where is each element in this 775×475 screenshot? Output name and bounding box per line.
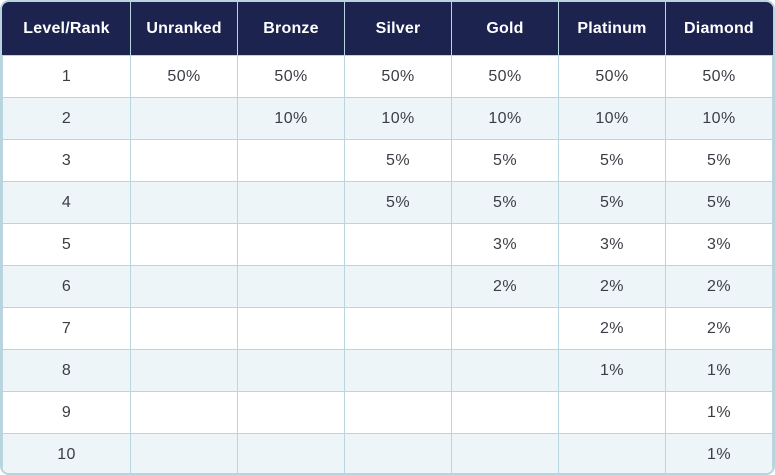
table-body: 1 50% 50% 50% 50% 50% 50% 2 10% 10% 10% 10% 10% 3 5% 5%… xyxy=(2,55,773,473)
value-cell: 5% xyxy=(557,181,666,224)
value-cell xyxy=(237,433,346,473)
value-cell xyxy=(237,391,346,434)
value-cell xyxy=(557,391,666,434)
value-cell xyxy=(237,307,346,350)
value-cell xyxy=(451,391,559,434)
value-cell: 3% xyxy=(664,223,773,266)
value-cell: 10% xyxy=(344,97,452,140)
column-header: Diamond xyxy=(664,2,773,56)
value-cell: 10% xyxy=(664,97,773,140)
value-cell: 3% xyxy=(557,223,666,266)
value-cell: 1% xyxy=(664,391,773,434)
value-cell: 50% xyxy=(344,55,452,98)
value-cell xyxy=(451,307,559,350)
value-cell: 2% xyxy=(664,307,773,350)
column-header: Platinum xyxy=(557,2,666,56)
value-cell: 5% xyxy=(344,181,452,224)
value-cell xyxy=(130,307,239,350)
level-cell: 6 xyxy=(2,265,132,308)
value-cell: 2% xyxy=(451,265,559,308)
value-cell xyxy=(130,181,239,224)
value-cell xyxy=(130,97,239,140)
value-cell: 1% xyxy=(664,349,773,392)
level-cell: 1 xyxy=(2,55,132,98)
value-cell xyxy=(237,349,346,392)
value-cell xyxy=(130,139,239,182)
table-row: 10 1% xyxy=(2,433,773,473)
value-cell xyxy=(237,139,346,182)
value-cell xyxy=(344,223,452,266)
value-cell: 2% xyxy=(557,307,666,350)
value-cell: 5% xyxy=(664,181,773,224)
column-header-level-rank: Level/Rank xyxy=(2,2,132,56)
table-row: 3 5% 5% 5% 5% xyxy=(2,139,773,182)
value-cell: 3% xyxy=(451,223,559,266)
column-header: Silver xyxy=(344,2,452,56)
value-cell xyxy=(344,433,452,473)
value-cell xyxy=(557,433,666,473)
value-cell xyxy=(344,265,452,308)
column-header: Bronze xyxy=(237,2,346,56)
level-cell: 9 xyxy=(2,391,132,434)
table-row: 5 3% 3% 3% xyxy=(2,223,773,266)
level-cell: 5 xyxy=(2,223,132,266)
value-cell: 1% xyxy=(557,349,666,392)
column-header: Unranked xyxy=(130,2,239,56)
header-row: Level/Rank Unranked Bronze Silver Gold Platin… xyxy=(2,2,773,56)
value-cell xyxy=(451,433,559,473)
value-cell: 5% xyxy=(344,139,452,182)
table-row: 2 10% 10% 10% 10% 10% xyxy=(2,97,773,140)
value-cell: 5% xyxy=(664,139,773,182)
value-cell: 10% xyxy=(237,97,346,140)
value-cell xyxy=(344,307,452,350)
value-cell: 10% xyxy=(557,97,666,140)
value-cell xyxy=(237,265,346,308)
table-row: 8 1% 1% xyxy=(2,349,773,392)
value-cell xyxy=(130,265,239,308)
value-cell xyxy=(130,433,239,473)
value-cell xyxy=(344,391,452,434)
value-cell: 1% xyxy=(664,433,773,473)
column-header: Gold xyxy=(451,2,559,56)
table-row: 1 50% 50% 50% 50% 50% 50% xyxy=(2,55,773,98)
value-cell: 50% xyxy=(451,55,559,98)
value-cell xyxy=(451,349,559,392)
table-row: 9 1% xyxy=(2,391,773,434)
value-cell: 5% xyxy=(451,139,559,182)
value-cell: 50% xyxy=(130,55,239,98)
value-cell: 50% xyxy=(237,55,346,98)
value-cell xyxy=(237,181,346,224)
table-row: 7 2% 2% xyxy=(2,307,773,350)
value-cell: 5% xyxy=(557,139,666,182)
level-cell: 8 xyxy=(2,349,132,392)
value-cell: 50% xyxy=(664,55,773,98)
value-cell: 50% xyxy=(557,55,666,98)
value-cell xyxy=(237,223,346,266)
value-cell: 2% xyxy=(557,265,666,308)
table-header: Level/Rank Unranked Bronze Silver Gold Platin… xyxy=(2,2,773,56)
level-cell: 2 xyxy=(2,97,132,140)
value-cell: 10% xyxy=(451,97,559,140)
value-cell xyxy=(344,349,452,392)
value-cell xyxy=(130,349,239,392)
value-cell: 2% xyxy=(664,265,773,308)
table-row: 4 5% 5% 5% 5% xyxy=(2,181,773,224)
value-cell xyxy=(130,391,239,434)
value-cell: 5% xyxy=(451,181,559,224)
table-row: 6 2% 2% 2% xyxy=(2,265,773,308)
level-cell: 7 xyxy=(2,307,132,350)
level-cell: 10 xyxy=(2,433,132,473)
level-cell: 4 xyxy=(2,181,132,224)
level-cell: 3 xyxy=(2,139,132,182)
value-cell xyxy=(130,223,239,266)
